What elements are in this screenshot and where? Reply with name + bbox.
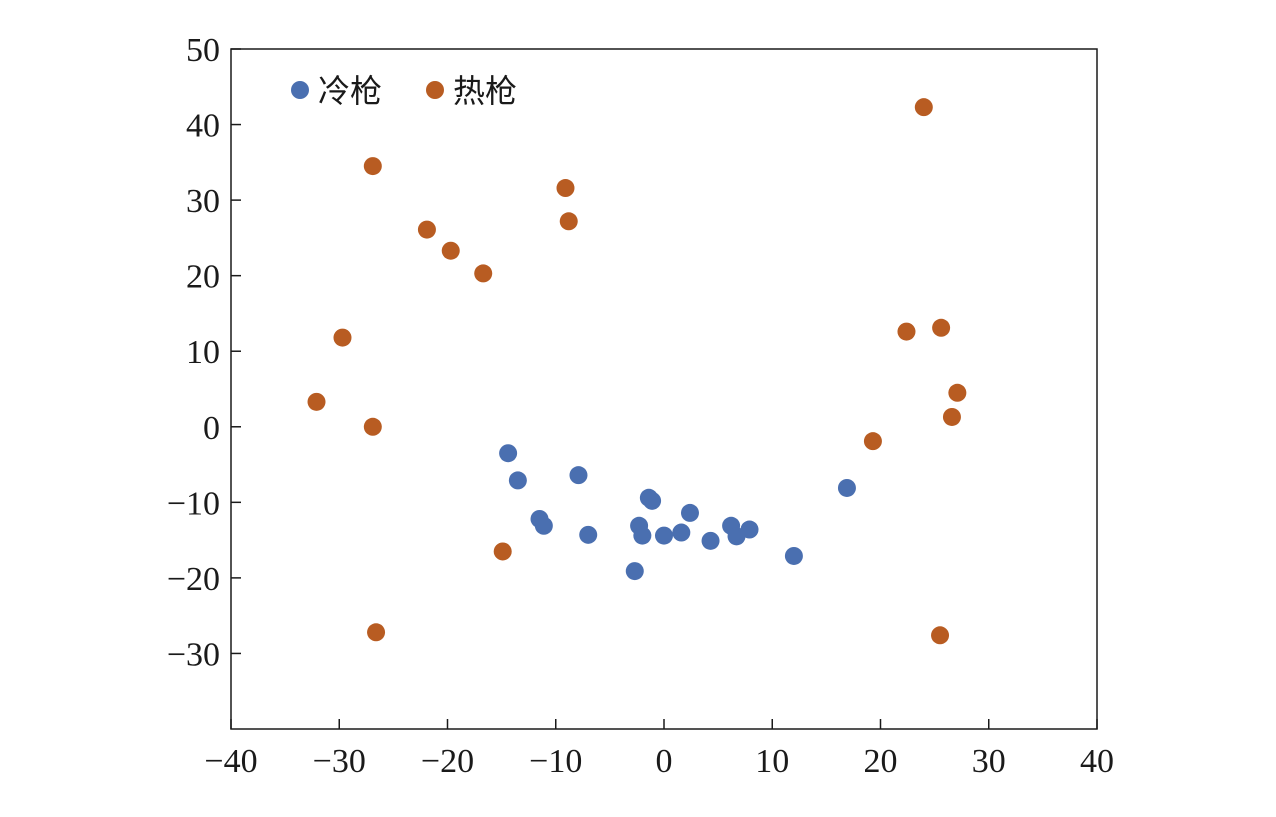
data-point bbox=[307, 392, 326, 411]
data-point bbox=[931, 626, 950, 645]
y-tick-label: 30 bbox=[186, 183, 220, 220]
legend-label: 热枪 bbox=[453, 72, 517, 110]
data-point bbox=[508, 471, 527, 490]
data-point bbox=[701, 531, 720, 550]
data-point bbox=[633, 526, 652, 545]
x-tick-label: −30 bbox=[313, 743, 366, 780]
x-tick-label: 30 bbox=[972, 743, 1006, 780]
data-point bbox=[932, 318, 951, 337]
data-point bbox=[363, 157, 382, 176]
y-tick-label: −10 bbox=[167, 485, 220, 522]
x-tick-label: 20 bbox=[864, 743, 898, 780]
series-1 bbox=[307, 98, 967, 645]
legend-marker bbox=[426, 81, 444, 99]
legend-label: 冷枪 bbox=[318, 72, 382, 110]
data-point bbox=[569, 466, 588, 485]
y-tick-label: −20 bbox=[167, 561, 220, 598]
data-point bbox=[474, 264, 493, 283]
data-point bbox=[499, 444, 518, 463]
x-axis: −40 −30 −20 −10 0 10 20 30 40 bbox=[204, 719, 1114, 780]
y-tick-label: 0 bbox=[203, 410, 220, 447]
data-point bbox=[363, 417, 382, 436]
data-point bbox=[493, 542, 512, 561]
y-tick-label: 20 bbox=[186, 259, 220, 296]
x-tick-label: −10 bbox=[529, 743, 582, 780]
x-tick-label: 0 bbox=[656, 743, 673, 780]
data-point bbox=[625, 562, 644, 581]
data-point bbox=[643, 491, 662, 510]
legend: 冷枪 热枪 bbox=[291, 72, 517, 110]
data-point bbox=[942, 407, 961, 426]
data-point bbox=[837, 478, 856, 497]
data-point bbox=[559, 212, 578, 231]
data-point bbox=[740, 520, 759, 539]
data-point bbox=[655, 526, 673, 545]
series-0 bbox=[499, 444, 856, 581]
x-tick-label: −20 bbox=[421, 743, 474, 780]
data-point bbox=[897, 322, 916, 341]
data-point bbox=[863, 432, 882, 451]
data-point bbox=[914, 98, 933, 117]
plot-frame bbox=[230, 48, 1098, 730]
x-tick-label: 10 bbox=[755, 743, 789, 780]
data-point bbox=[784, 546, 803, 565]
x-tick-label: 40 bbox=[1080, 743, 1114, 780]
data-point bbox=[680, 503, 699, 522]
y-tick-label: 10 bbox=[186, 334, 220, 371]
data-point bbox=[672, 523, 691, 542]
data-point bbox=[367, 623, 386, 642]
y-tick-label: 50 bbox=[186, 32, 220, 69]
data-point bbox=[948, 383, 967, 402]
data-point bbox=[579, 525, 598, 544]
data-points bbox=[307, 98, 967, 645]
data-point bbox=[441, 241, 460, 260]
x-tick-label: −40 bbox=[204, 743, 257, 780]
y-tick-label: 40 bbox=[186, 108, 220, 145]
data-point bbox=[534, 516, 553, 535]
legend-marker bbox=[291, 81, 309, 99]
data-point bbox=[333, 328, 352, 347]
data-point bbox=[417, 220, 436, 239]
y-axis: −30 −20 −10 0 10 20 30 40 50 bbox=[167, 32, 241, 673]
y-tick-label: −30 bbox=[167, 636, 220, 673]
data-point bbox=[556, 179, 575, 198]
